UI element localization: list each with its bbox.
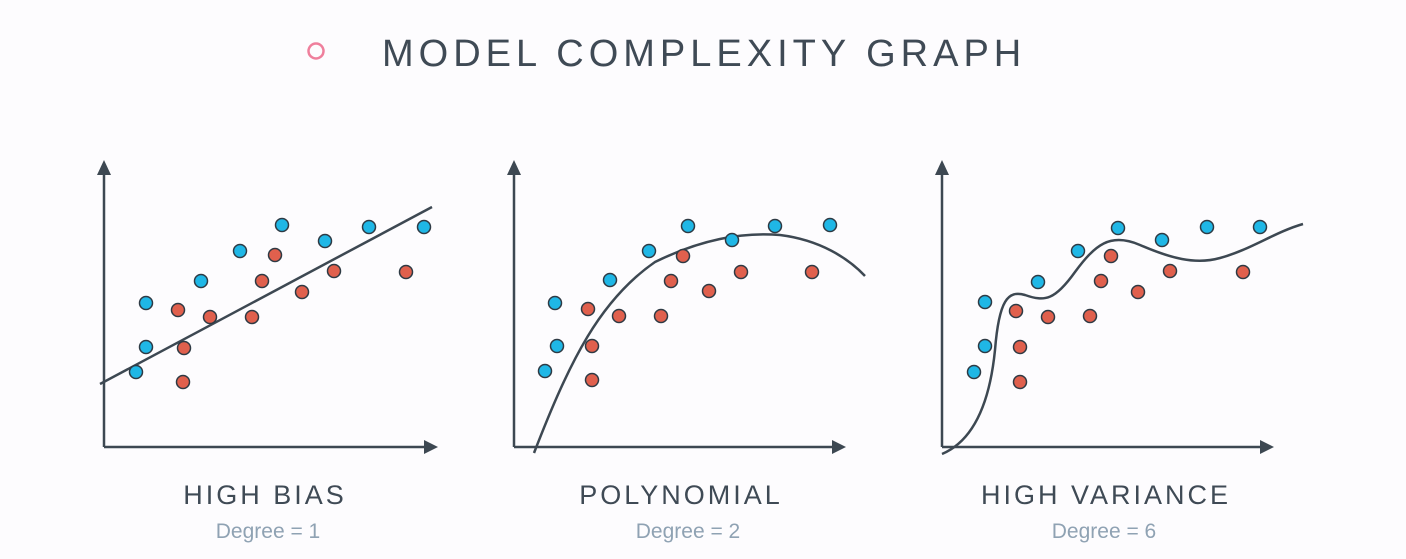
panel-title: HIGH BIAS — [183, 480, 347, 510]
data-points — [128, 217, 432, 390]
axes — [507, 160, 846, 454]
blue-point — [767, 218, 783, 234]
blue-point — [977, 338, 993, 354]
y-axis-arrow-icon — [935, 160, 949, 175]
panel-subtitle: Degree = 1 — [216, 520, 321, 543]
blue-point — [317, 233, 333, 249]
red-point — [1012, 374, 1028, 390]
red-point — [1012, 339, 1028, 355]
blue-point — [232, 243, 248, 259]
blue-point — [1252, 219, 1268, 235]
panel-subtitle: Degree = 6 — [1052, 520, 1157, 543]
panel-high-bias: HIGH BIAS Degree = 1 — [97, 160, 438, 543]
red-point — [398, 264, 414, 280]
blue-point — [1154, 232, 1170, 248]
blue-point — [602, 272, 618, 288]
red-point — [202, 309, 218, 325]
blue-point — [549, 338, 565, 354]
blue-point — [274, 217, 290, 233]
panel-title: POLYNOMIAL — [579, 480, 783, 510]
red-point — [653, 308, 669, 324]
panel-title: HIGH VARIANCE — [981, 480, 1231, 510]
red-point — [170, 302, 186, 318]
red-point — [326, 263, 342, 279]
red-point — [267, 247, 283, 263]
blue-point — [416, 219, 432, 235]
red-point — [176, 340, 192, 356]
data-points — [966, 219, 1268, 390]
red-point — [580, 301, 596, 317]
red-point — [244, 309, 260, 325]
red-point — [1008, 303, 1024, 319]
red-point — [1040, 309, 1056, 325]
blue-point — [537, 363, 553, 379]
red-point — [611, 308, 627, 324]
blue-point — [1030, 274, 1046, 290]
blue-point — [977, 294, 993, 310]
blue-point — [1110, 220, 1126, 236]
axes — [97, 160, 438, 454]
x-axis-arrow-icon — [832, 440, 846, 454]
y-axis-arrow-icon — [97, 160, 111, 175]
blue-point — [680, 218, 696, 234]
blue-point — [966, 364, 982, 380]
blue-point — [138, 295, 154, 311]
blue-point — [641, 243, 657, 259]
quadratic-fit-curve — [532, 233, 866, 454]
ring-bullet-icon — [307, 42, 325, 60]
page-title: MODEL COMPLEXITY GRAPH — [382, 33, 1026, 75]
panel-subtitle: Degree = 2 — [636, 520, 741, 543]
red-point — [733, 264, 749, 280]
red-point — [584, 372, 600, 388]
x-axis-arrow-icon — [1260, 440, 1274, 454]
y-axis-arrow-icon — [507, 160, 521, 175]
x-axis-arrow-icon — [424, 440, 438, 454]
red-point — [1082, 308, 1098, 324]
degree-six-fit-curve — [941, 222, 1304, 456]
red-point — [1093, 273, 1109, 289]
red-point — [1130, 284, 1146, 300]
panel-high-variance: HIGH VARIANCE Degree = 6 — [935, 160, 1304, 543]
panel-polynomial: POLYNOMIAL Degree = 2 — [507, 160, 866, 543]
red-point — [584, 338, 600, 354]
blue-point — [1199, 219, 1215, 235]
red-point — [804, 264, 820, 280]
blue-point — [128, 364, 144, 380]
blue-point — [361, 219, 377, 235]
red-point — [663, 273, 679, 289]
data-points — [537, 217, 838, 388]
red-point — [1235, 264, 1251, 280]
blue-point — [193, 273, 209, 289]
blue-point — [138, 339, 154, 355]
linear-fit-line — [99, 205, 433, 386]
red-point — [675, 248, 691, 264]
red-point — [254, 273, 270, 289]
blue-point — [547, 295, 563, 311]
blue-point — [1070, 243, 1086, 259]
red-point — [701, 283, 717, 299]
red-point — [294, 284, 310, 300]
axes — [935, 160, 1274, 454]
red-point — [1162, 263, 1178, 279]
blue-point — [724, 232, 740, 248]
red-point — [1103, 248, 1119, 264]
red-point — [175, 374, 191, 390]
blue-point — [822, 217, 838, 233]
